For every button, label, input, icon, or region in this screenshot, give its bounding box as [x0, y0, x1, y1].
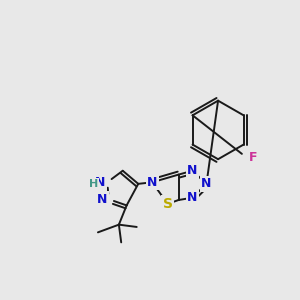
Text: S: S — [163, 197, 173, 211]
Text: N: N — [95, 176, 106, 189]
Text: N: N — [97, 193, 107, 206]
Text: H: H — [89, 179, 98, 189]
Text: F: F — [249, 151, 258, 164]
Text: N: N — [187, 191, 198, 204]
Text: N: N — [147, 176, 158, 189]
Text: N: N — [201, 177, 212, 190]
Text: N: N — [187, 164, 198, 177]
